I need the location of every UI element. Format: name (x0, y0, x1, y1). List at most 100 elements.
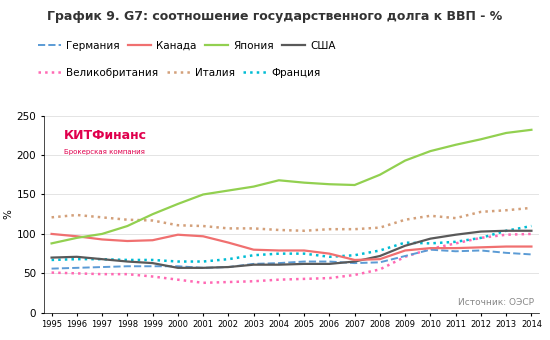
Италия (99, 215, 106, 219)
США (149, 261, 156, 265)
Франция (528, 224, 535, 228)
Великобритания (528, 232, 535, 236)
Канада (99, 237, 106, 241)
США (74, 255, 80, 259)
Канада (200, 234, 206, 238)
Франция (149, 258, 156, 262)
Line: Япония: Япония (52, 130, 531, 243)
Франция (74, 257, 80, 261)
США (326, 262, 333, 266)
Япония (149, 212, 156, 216)
Франция (452, 240, 459, 244)
Великобритания (503, 233, 509, 237)
Япония (402, 158, 409, 163)
Франция (402, 241, 409, 245)
Великобритания (452, 241, 459, 245)
Line: Великобритания: Великобритания (52, 234, 531, 283)
США (225, 265, 232, 269)
Япония (452, 143, 459, 147)
Канада (377, 257, 383, 261)
Канада (402, 249, 409, 253)
Франция (477, 236, 484, 240)
Text: График 9. G7: соотношение государственного долга к ВВП - %: График 9. G7: соотношение государственно… (47, 10, 503, 23)
Франция (377, 249, 383, 253)
Италия (528, 206, 535, 210)
Италия (377, 225, 383, 230)
Германия (250, 262, 257, 266)
Германия (351, 261, 358, 265)
Италия (149, 219, 156, 223)
Япония (377, 173, 383, 177)
Великобритания (174, 278, 181, 282)
Y-axis label: %: % (4, 209, 14, 219)
Legend: Великобритания, Италия, Франция: Великобритания, Италия, Франция (38, 68, 321, 78)
США (503, 229, 509, 233)
США (276, 262, 282, 267)
Канада (225, 241, 232, 245)
США (301, 262, 307, 266)
Италия (250, 226, 257, 231)
Line: Италия: Италия (52, 208, 531, 231)
Франция (48, 258, 55, 262)
Италия (276, 228, 282, 232)
Германия (74, 266, 80, 270)
США (250, 262, 257, 267)
США (402, 244, 409, 248)
Франция (250, 253, 257, 257)
Канада (477, 245, 484, 249)
Германия (99, 265, 106, 269)
Германия (124, 264, 131, 268)
Великобритания (301, 277, 307, 281)
Италия (351, 227, 358, 231)
Италия (48, 215, 55, 219)
Line: Франция: Франция (52, 226, 531, 261)
Text: Брокерская компания: Брокерская компания (64, 149, 145, 155)
Великобритания (351, 273, 358, 277)
США (124, 259, 131, 264)
Франция (124, 258, 131, 262)
Великобритания (74, 271, 80, 275)
Франция (351, 253, 358, 257)
Германия (326, 259, 333, 264)
Канада (250, 248, 257, 252)
США (377, 254, 383, 258)
Франция (276, 252, 282, 256)
Великобритания (427, 247, 434, 251)
Италия (124, 218, 131, 222)
Германия (377, 260, 383, 265)
Франция (99, 257, 106, 261)
США (48, 256, 55, 260)
Италия (477, 210, 484, 214)
США (99, 257, 106, 261)
Text: Источник: ОЭСР: Источник: ОЭСР (458, 298, 534, 307)
Канада (326, 252, 333, 256)
Германия (528, 252, 535, 256)
США (351, 259, 358, 264)
Text: КИТФинанс: КИТФинанс (64, 130, 147, 142)
Канада (452, 246, 459, 250)
Италия (326, 227, 333, 231)
Великобритания (326, 276, 333, 280)
Япония (301, 181, 307, 185)
Канада (427, 246, 434, 250)
Канада (503, 244, 509, 249)
Япония (174, 202, 181, 206)
Великобритания (250, 279, 257, 283)
Япония (74, 236, 80, 240)
Япония (276, 178, 282, 182)
Великобритания (477, 236, 484, 240)
Германия (427, 248, 434, 252)
Германия (477, 249, 484, 253)
Германия (402, 254, 409, 258)
Германия (452, 249, 459, 253)
Line: Германия: Германия (52, 250, 531, 269)
Line: США: США (52, 231, 531, 268)
Италия (225, 226, 232, 231)
Япония (351, 183, 358, 187)
Канада (74, 234, 80, 238)
Великобритания (377, 267, 383, 271)
Япония (225, 188, 232, 192)
Великобритания (99, 272, 106, 276)
Италия (503, 208, 509, 212)
Япония (326, 182, 333, 186)
